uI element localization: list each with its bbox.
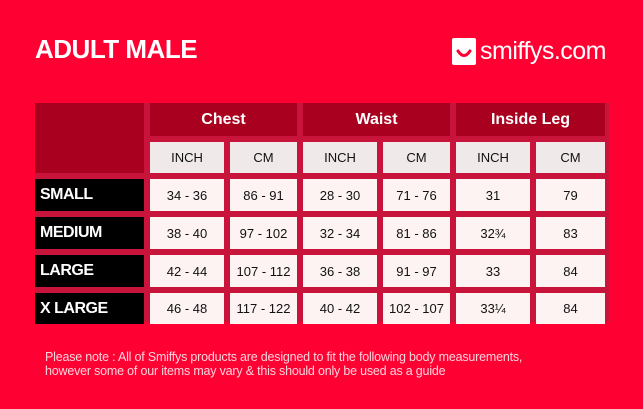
table-cell: 84 (536, 255, 605, 287)
group-header: Chest (150, 103, 297, 136)
group-header: Inside Leg (456, 103, 605, 136)
unit-header: CM (383, 142, 450, 173)
table-cell: 102 - 107 (383, 293, 450, 324)
logo-text: smiffys.com (480, 37, 607, 65)
table-cell: 97 - 102 (230, 217, 297, 249)
table-cell: 83 (536, 217, 605, 249)
size-label: X LARGE (35, 293, 144, 324)
group-header: Waist (303, 103, 450, 136)
table-cell: 84 (536, 293, 605, 324)
size-label: LARGE (35, 255, 144, 287)
table-cell: 33 (456, 255, 530, 287)
table-cell: 91 - 97 (383, 255, 450, 287)
unit-header: CM (536, 142, 605, 173)
unit-header: CM (230, 142, 297, 173)
table-cell: 32¾ (456, 217, 530, 249)
table-cell: 79 (536, 179, 605, 211)
size-table: Chest Waist Inside Leg INCH CM INCH CM INCH CM SM… (35, 103, 609, 324)
table-cell: 81 - 86 (383, 217, 450, 249)
table-cell: 117 - 122 (230, 293, 297, 324)
note-line-2: however some of our items may vary & thi… (45, 364, 446, 378)
table-cell: 86 - 91 (230, 179, 297, 211)
table-cell: 28 - 30 (303, 179, 377, 211)
smiffys-logo: smiffys.com (452, 37, 607, 66)
table-cell: 46 - 48 (150, 293, 224, 324)
page-title: ADULT MALE (35, 34, 198, 64)
table-cell: 33¼ (456, 293, 530, 324)
table-cell: 32 - 34 (303, 217, 377, 249)
table-cell: 38 - 40 (150, 217, 224, 249)
size-label: SMALL (35, 179, 144, 211)
table-cell: 107 - 112 (230, 255, 297, 287)
unit-header: INCH (150, 142, 224, 173)
table-cell: 71 - 76 (383, 179, 450, 211)
note-line-1: Please note : All of Smiffys products ar… (45, 350, 523, 364)
unit-header: INCH (303, 142, 377, 173)
smile-icon (452, 38, 476, 65)
table-corner (35, 103, 144, 173)
table-cell: 36 - 38 (303, 255, 377, 287)
table-cell: 40 - 42 (303, 293, 377, 324)
table-cell: 42 - 44 (150, 255, 224, 287)
size-note: Please note : All of Smiffys products ar… (45, 350, 522, 378)
table-cell: 34 - 36 (150, 179, 224, 211)
size-label: MEDIUM (35, 217, 144, 249)
unit-header: INCH (456, 142, 530, 173)
table-cell: 31 (456, 179, 530, 211)
